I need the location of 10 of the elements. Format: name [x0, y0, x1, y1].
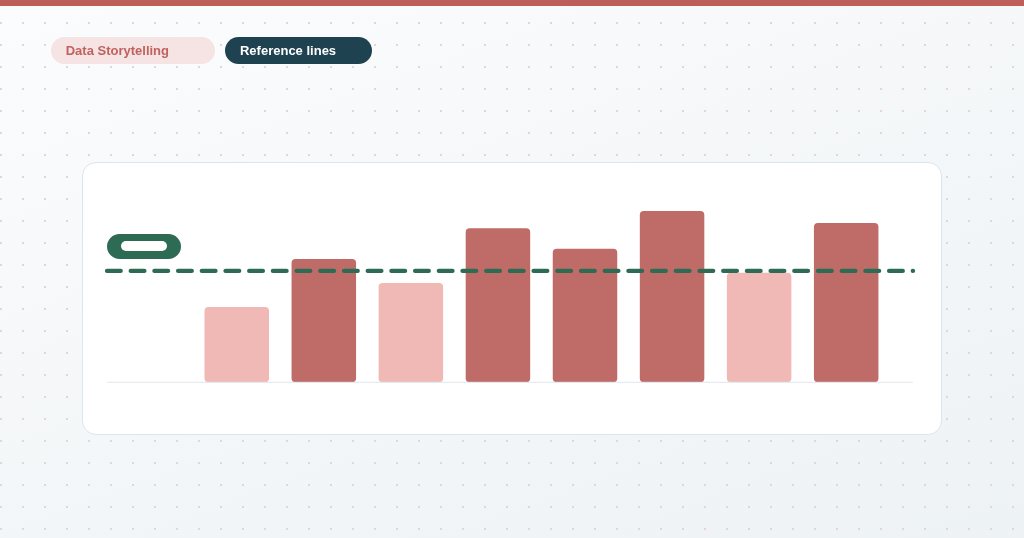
bar	[204, 306, 269, 383]
bar	[552, 248, 618, 383]
bar	[465, 228, 531, 383]
bar	[726, 272, 792, 383]
bar	[378, 282, 444, 383]
bar	[813, 222, 879, 383]
text: Data Storytelling	[51, 37, 215, 65]
bar	[639, 211, 705, 383]
bar	[291, 258, 357, 383]
text: Reference lines	[225, 37, 373, 65]
